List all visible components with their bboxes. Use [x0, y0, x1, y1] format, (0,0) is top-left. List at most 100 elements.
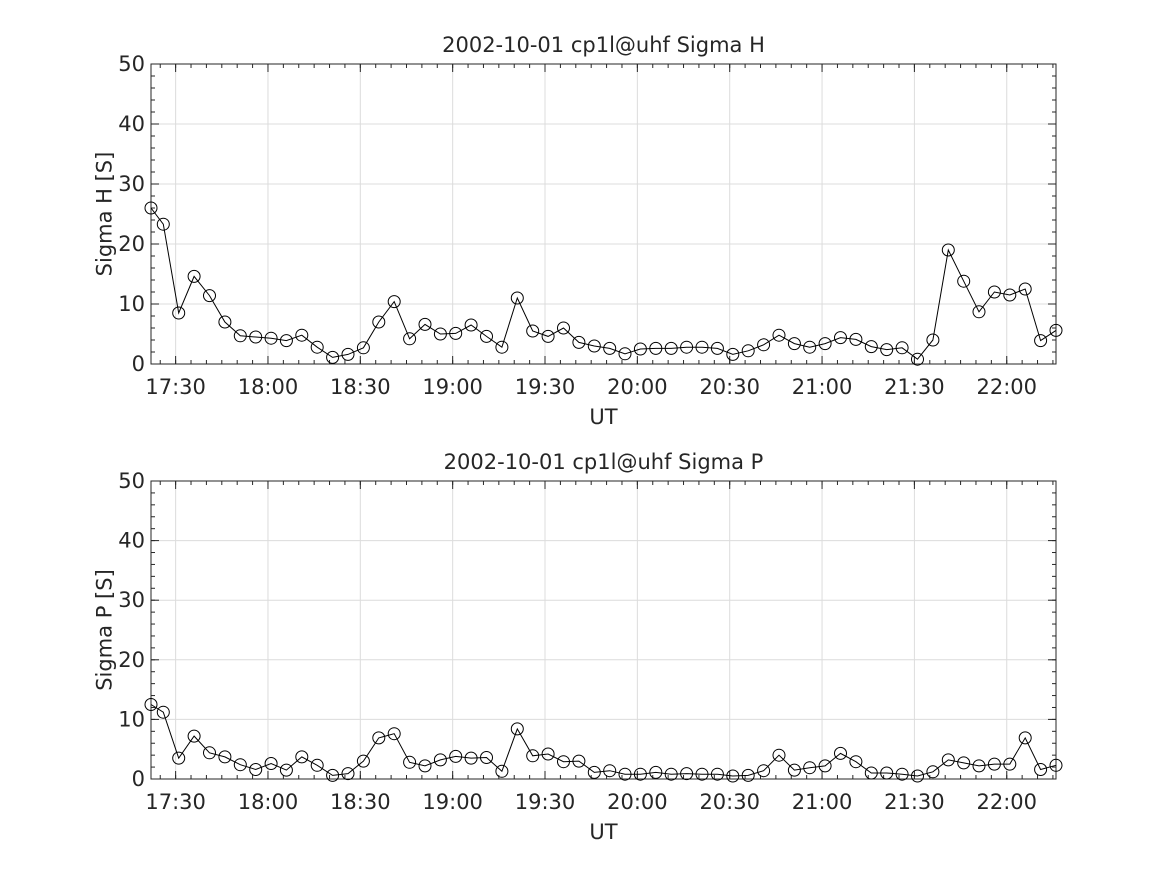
sigma-p-data-point — [633, 767, 647, 781]
sigma-p-data-point — [572, 754, 586, 768]
sigma-h-data-point — [726, 347, 740, 361]
sigma-p-data-point — [144, 698, 158, 711]
sigma-p-data-point — [218, 750, 232, 764]
sigma-p-data-point — [449, 749, 463, 763]
sigma-p-data-point — [387, 727, 401, 741]
sigma-h-data-point — [633, 342, 647, 356]
sigma-h-data-point — [295, 328, 309, 342]
sigma-p-data-point — [849, 755, 863, 769]
sigma-h-data-point — [1003, 288, 1017, 302]
sigma-p-data-point — [156, 705, 170, 719]
sigma-h-data-point — [911, 352, 924, 366]
sigma-p-data-point — [911, 769, 924, 783]
sigma-p-data-point — [757, 764, 771, 778]
sigma-p-data-point — [726, 769, 740, 783]
sigma-h-data-point — [1018, 282, 1032, 296]
sigma-h-xtick-label: 20:00 — [607, 375, 668, 399]
sigma-p-data-point — [818, 759, 832, 773]
sigma-h-data-point — [526, 324, 540, 338]
sigma-p-data-point — [1003, 757, 1017, 771]
sigma-p-title: 2002-10-01 cp1l@uhf Sigma P — [444, 450, 764, 474]
sigma-h-data-point — [849, 332, 863, 346]
sigma-p-data-point — [649, 765, 663, 779]
sigma-p-data-point — [864, 766, 878, 780]
sigma-p-data-point — [880, 766, 894, 780]
sigma-h-data-point — [464, 318, 478, 332]
sigma-p-data-point — [372, 731, 386, 745]
sigma-p-data-point — [1049, 758, 1063, 772]
sigma-p-data-point — [957, 756, 971, 770]
sigma-h-ytick-label: 40 — [118, 112, 145, 136]
sigma-p-ytick-label: 30 — [118, 588, 145, 612]
sigma-h-data-point — [433, 327, 447, 341]
sigma-h-data-point — [972, 305, 986, 319]
sigma-h-data-point — [895, 341, 909, 355]
sigma-h-data-point — [203, 289, 216, 303]
sigma-h-data-point — [144, 201, 158, 215]
sigma-p-xtick-label: 20:00 — [607, 790, 668, 814]
sigma-h-data-point — [941, 243, 955, 257]
sigma-h-data-point — [695, 340, 709, 354]
sigma-h-xtick-label: 21:00 — [792, 375, 853, 399]
sigma-h-data-point — [572, 335, 586, 349]
sigma-h-data-point — [757, 338, 771, 352]
sigma-p-data-point — [664, 767, 678, 781]
sigma-p-xtick-label: 17:30 — [145, 790, 206, 814]
sigma-p-xtick-label: 19:30 — [515, 790, 576, 814]
sigma-p-xtick-label: 19:00 — [422, 790, 483, 814]
sigma-p-data-point — [264, 757, 278, 770]
sigma-p-data-point — [587, 765, 601, 779]
sigma-p-data-point — [403, 755, 417, 769]
sigma-h-data-point — [1034, 334, 1048, 348]
sigma-h-data-point — [387, 295, 401, 309]
sigma-h-panel: 2002-10-01 cp1l@uhf Sigma H UT Sigma H [… — [92, 33, 1063, 429]
sigma-h-data-point — [864, 340, 878, 354]
sigma-h-data-point — [326, 350, 340, 364]
sigma-h-xtick-label: 18:30 — [330, 375, 391, 399]
sigma-h-data-point — [787, 337, 801, 351]
sigma-h-data-point — [557, 321, 570, 335]
sigma-p-data-point — [926, 765, 940, 779]
sigma-h-xtick-label: 20:30 — [699, 375, 760, 399]
sigma-p-xtick-label: 20:30 — [699, 790, 760, 814]
sigma-p-data-point — [249, 763, 263, 776]
sigma-p-data-point — [741, 768, 755, 782]
sigma-h-data-point — [803, 340, 817, 354]
sigma-h-xtick-label: 22:00 — [976, 375, 1037, 399]
sigma-p-xtick-label: 22:00 — [976, 790, 1037, 814]
sigma-p-xtick-label: 21:30 — [884, 790, 945, 814]
sigma-h-ytick-label: 30 — [118, 172, 145, 196]
sigma-h-data-point — [834, 331, 847, 345]
sigma-p-data-point — [341, 767, 355, 781]
sigma-p-data-point — [187, 729, 201, 743]
sigma-h-data-point — [880, 343, 894, 357]
sigma-p-data-point — [495, 764, 509, 778]
sigma-p-data-point — [787, 763, 801, 777]
sigma-h-data-point — [310, 340, 324, 354]
sigma-p-data-point — [618, 767, 632, 781]
sigma-p-data-point — [710, 767, 724, 781]
sigma-h-data-point — [172, 306, 186, 320]
sigma-h-data-point — [710, 341, 724, 355]
sigma-p-xtick-label: 18:30 — [330, 790, 391, 814]
sigma-p-data-point — [356, 754, 370, 768]
sigma-p-xtick-label: 18:00 — [238, 790, 299, 814]
sigma-h-xtick-label: 21:30 — [884, 375, 945, 399]
sigma-h-ytick-label: 20 — [118, 232, 145, 256]
sigma-p-data-point — [203, 746, 216, 760]
sigma-h-data-point — [187, 269, 201, 283]
sigma-h-data-point — [603, 341, 617, 355]
sigma-h-data-point — [449, 326, 463, 340]
sigma-h-data-point — [218, 315, 232, 329]
sigma-p-data-point — [418, 759, 432, 773]
sigma-p-data-point — [987, 757, 1001, 771]
sigma-p-data-point — [526, 749, 540, 763]
sigma-p-data-point — [541, 747, 555, 761]
sigma-h-data-point — [403, 332, 417, 346]
sigma-h-data-point — [233, 329, 247, 343]
sigma-h-data-point — [495, 340, 509, 354]
sigma-p-data-point — [464, 751, 478, 765]
sigma-h-data-point — [957, 274, 971, 288]
sigma-h-data-point — [264, 331, 278, 345]
